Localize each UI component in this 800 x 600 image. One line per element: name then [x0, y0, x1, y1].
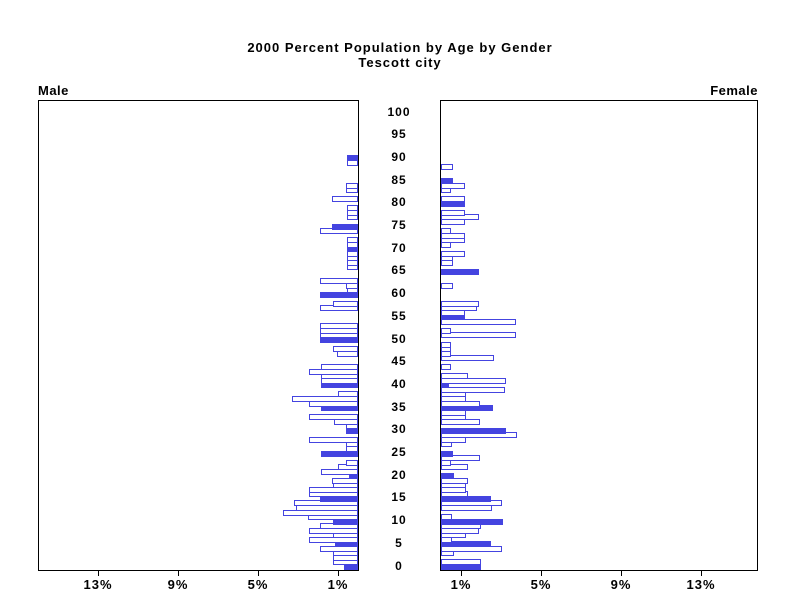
pyramid-bar-female-age-25: [441, 451, 453, 457]
chart-title-block: 2000 Percent Population by Age by Gender…: [0, 40, 800, 70]
pyramid-bar-male-age-23: [346, 460, 358, 466]
pyramid-bar-male-age-28: [309, 437, 358, 443]
age-tick-label-95: 95: [391, 127, 407, 141]
age-tick-label-85: 85: [391, 173, 407, 187]
pyramid-bar-female-age-10: [441, 519, 503, 525]
pct-tick-left-1: [338, 570, 339, 576]
pyramid-bar-male-age-60: [320, 292, 358, 298]
pyramid-bar-male-age-25: [321, 451, 358, 457]
pyramid-bar-male-age-48: [333, 346, 358, 352]
age-tick-label-0: 0: [395, 559, 403, 573]
pyramid-bar-male-age-63: [320, 278, 358, 284]
pyramid-bar-female-age-84: [441, 183, 465, 189]
female-panel: [440, 100, 758, 571]
pyramid-bar-female-age-58: [441, 301, 479, 307]
age-tick-label-15: 15: [391, 490, 407, 504]
male-panel: [38, 100, 359, 571]
age-tick-label-65: 65: [391, 263, 407, 277]
pyramid-bar-female-age-73: [441, 233, 465, 239]
pyramid-bar-female-age-52: [441, 328, 451, 334]
age-tick-label-5: 5: [395, 536, 403, 550]
age-tick-label-10: 10: [391, 513, 407, 527]
pct-tick-label-left-5: 5%: [247, 577, 269, 592]
pyramid-bar-female-age-62: [441, 283, 453, 289]
pct-tick-label-left-9: 9%: [167, 577, 189, 592]
pyramid-bar-male-age-81: [332, 196, 358, 202]
age-tick-label-20: 20: [391, 468, 407, 482]
male-axis-label: Male: [38, 83, 69, 98]
chart-subtitle: Tescott city: [358, 55, 442, 70]
pyramid-bar-female-age-74: [441, 228, 451, 234]
pyramid-bar-female-age-49: [441, 342, 451, 348]
pyramid-bar-male-age-84: [346, 183, 358, 189]
pyramid-bar-female-age-54: [441, 319, 516, 325]
age-tick-label-25: 25: [391, 445, 407, 459]
pyramid-bar-male-age-37: [292, 396, 358, 402]
pyramid-bar-female-age-19: [441, 478, 468, 484]
pyramid-bar-male-age-44: [321, 364, 358, 370]
age-tick-label-80: 80: [391, 195, 407, 209]
pyramid-bar-female-age-11: [441, 514, 452, 520]
pct-tick-right-1: [461, 570, 462, 576]
pyramid-bar-female-age-51: [441, 332, 516, 338]
pct-tick-left-5: [258, 570, 259, 576]
pct-tick-right-5: [541, 570, 542, 576]
age-tick-label-60: 60: [391, 286, 407, 300]
pct-tick-label-right-5: 5%: [530, 577, 552, 592]
pyramid-bar-female-age-41: [441, 378, 506, 384]
pct-tick-label-left-13: 13%: [83, 577, 113, 592]
pyramid-bar-female-age-81: [441, 196, 465, 202]
pyramid-bar-female-age-65: [441, 269, 479, 275]
pyramid-bar-female-age-78: [441, 210, 465, 216]
pct-tick-label-right-1: 1%: [450, 577, 472, 592]
pct-tick-right-13: [701, 570, 702, 576]
pct-tick-left-13: [98, 570, 99, 576]
pyramid-bar-female-age-42: [441, 373, 468, 379]
age-tick-label-100: 100: [387, 105, 411, 119]
pyramid-bar-male-age-38: [338, 391, 358, 397]
pct-tick-left-9: [178, 570, 179, 576]
age-tick-label-75: 75: [391, 218, 407, 232]
pyramid-bar-male-age-75: [332, 224, 358, 230]
pyramid-bar-male-age-19: [332, 478, 358, 484]
pyramid-bar-male-age-33: [309, 414, 358, 420]
pct-tick-label-right-9: 9%: [610, 577, 632, 592]
age-tick-label-70: 70: [391, 241, 407, 255]
pyramid-bar-female-age-24: [441, 455, 480, 461]
age-tick-label-45: 45: [391, 354, 407, 368]
pyramid-bar-male-age-53: [320, 323, 358, 329]
pyramid-bar-female-age-39: [441, 387, 505, 393]
pyramid-bar-male-age-72: [347, 237, 358, 243]
pct-tick-right-9: [621, 570, 622, 576]
pct-tick-label-left-1: 1%: [327, 577, 349, 592]
age-tick-label-40: 40: [391, 377, 407, 391]
pyramid-bar-female-age-1: [441, 559, 481, 565]
pyramid-bar-male-age-58: [333, 301, 358, 307]
pyramid-bar-female-age-44: [441, 364, 451, 370]
chart-title: 2000 Percent Population by Age by Gender: [247, 40, 553, 55]
pyramid-bar-female-age-30: [441, 428, 506, 434]
female-axis-label: Female: [710, 83, 758, 98]
pyramid-bar-female-age-88: [441, 164, 453, 170]
pct-tick-label-right-13: 13%: [686, 577, 716, 592]
pyramid-bar-female-age-20: [441, 473, 454, 479]
pyramid-bar-female-age-22: [441, 464, 468, 470]
pyramid-bar-male-age-79: [347, 205, 358, 211]
pyramid-bar-female-age-5: [441, 541, 491, 547]
pyramid-bar-male-age-90: [347, 155, 358, 161]
age-tick-label-55: 55: [391, 309, 407, 323]
pyramid-bar-female-age-85: [441, 178, 453, 184]
pyramid-bar-female-age-46: [441, 355, 494, 361]
age-tick-label-50: 50: [391, 332, 407, 346]
age-tick-label-35: 35: [391, 400, 407, 414]
age-tick-label-90: 90: [391, 150, 407, 164]
age-tick-label-30: 30: [391, 422, 407, 436]
pyramid-bar-female-age-69: [441, 251, 465, 257]
